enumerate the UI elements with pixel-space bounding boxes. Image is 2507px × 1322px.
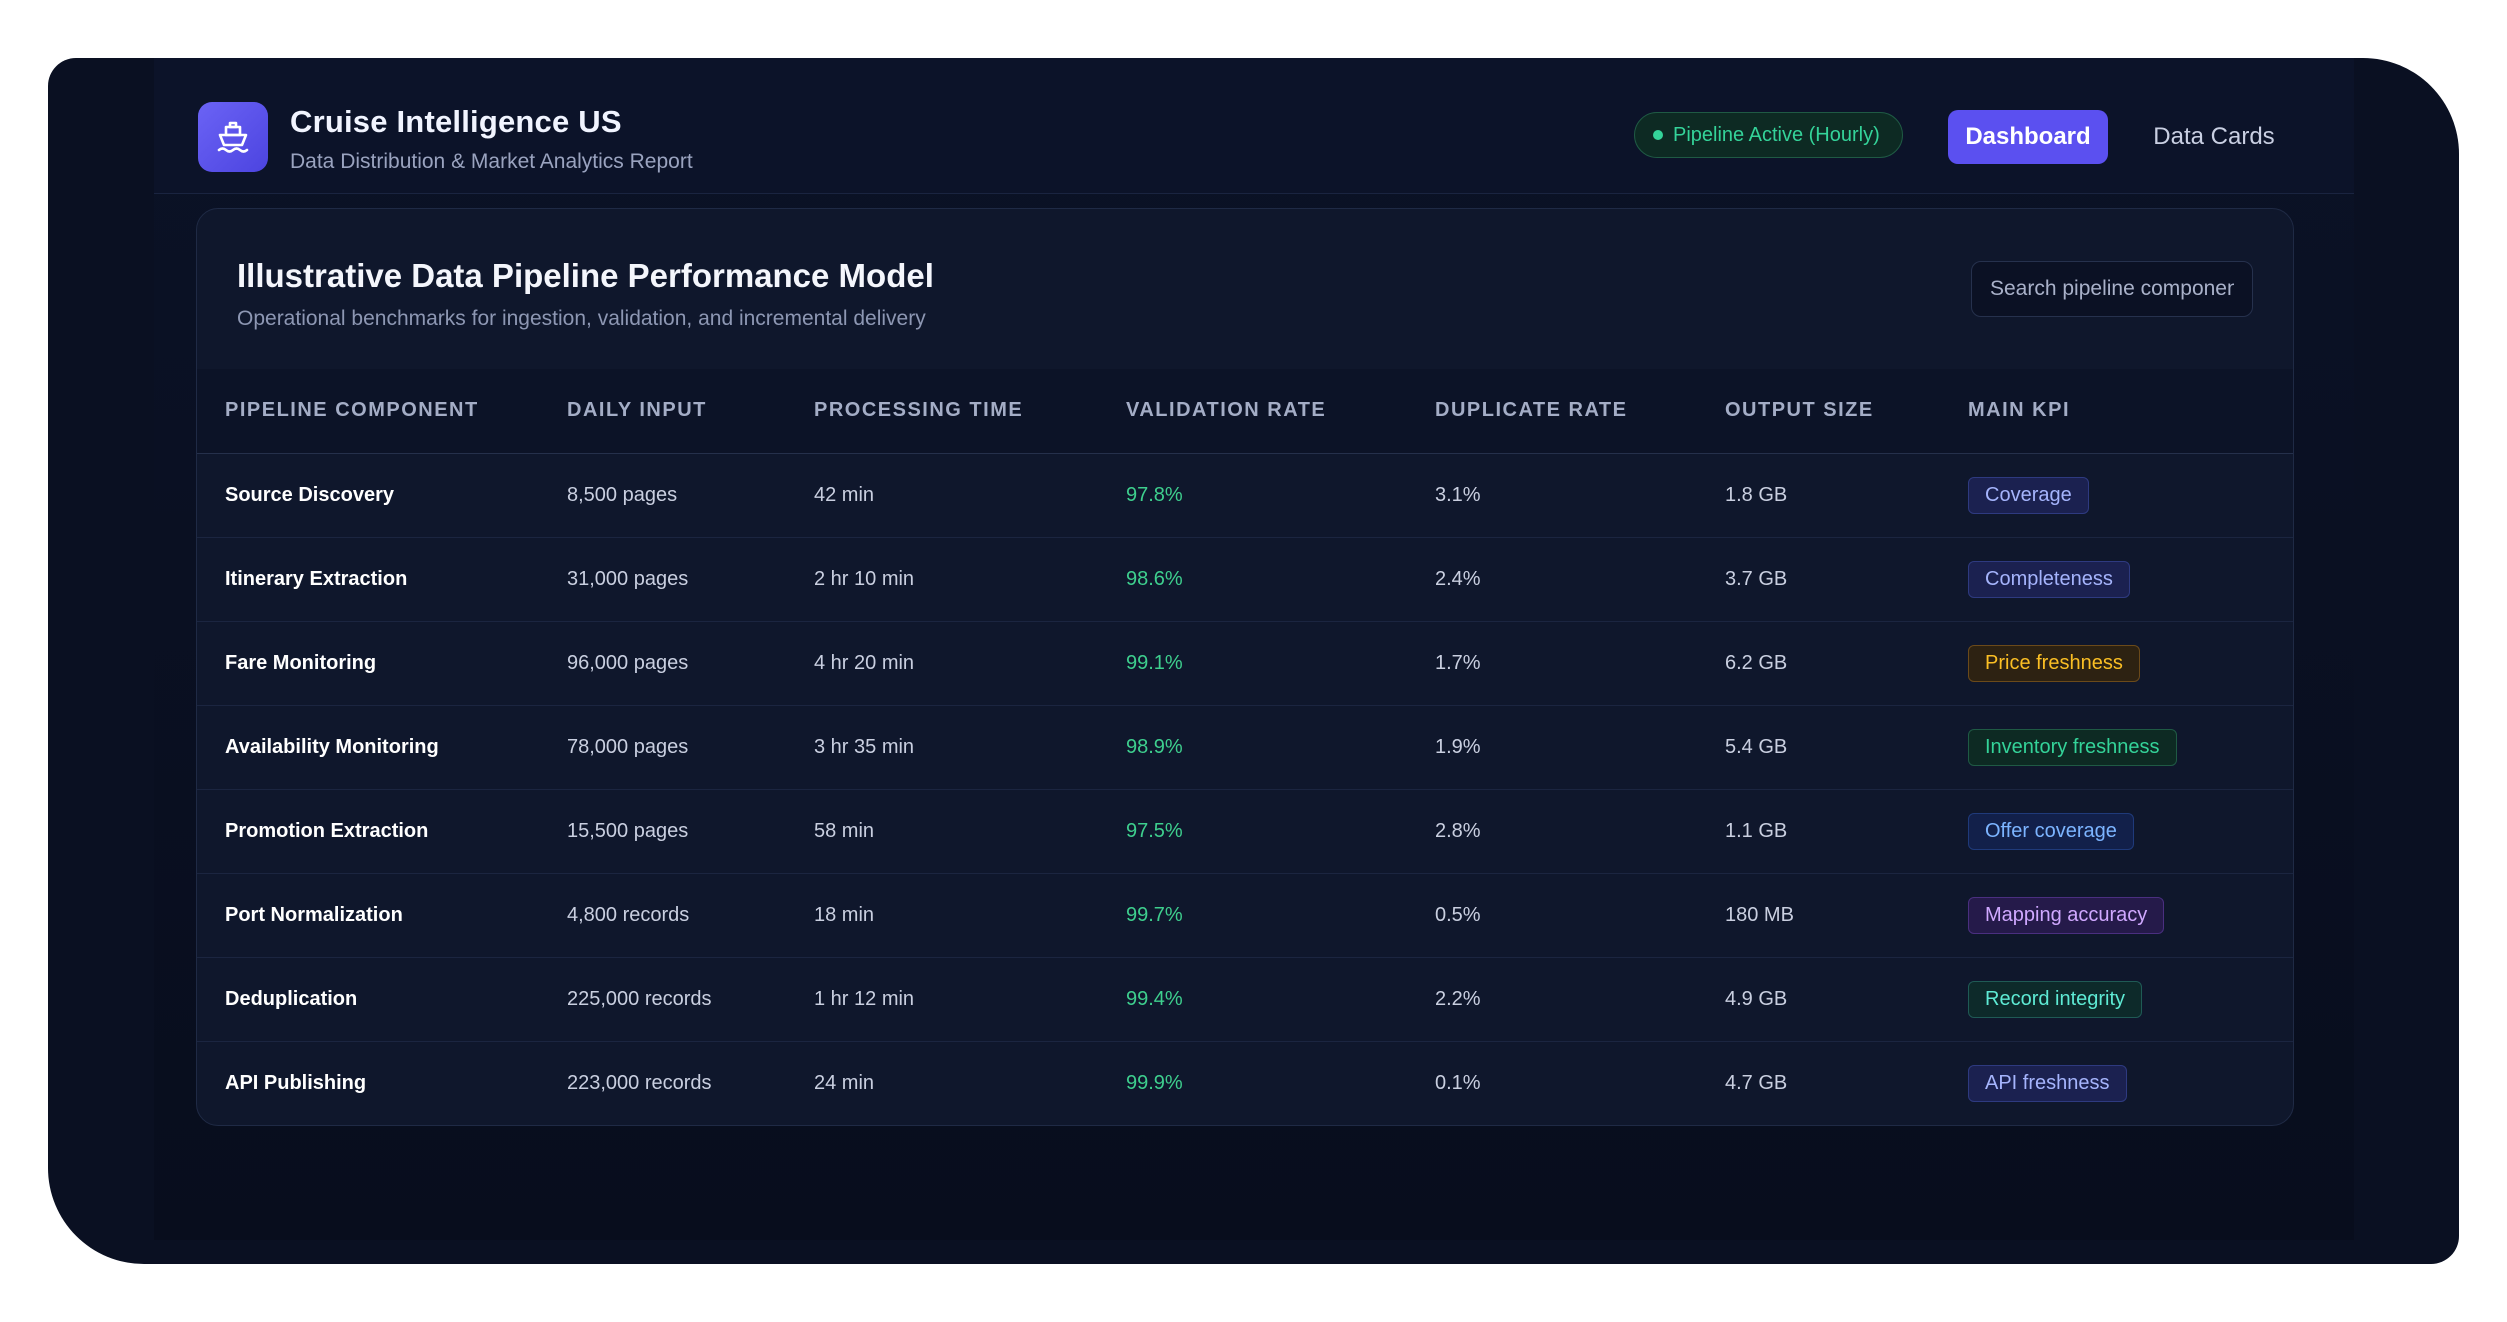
daily-input-cell: 96,000 pages bbox=[567, 651, 689, 674]
duplicate-rate-cell: 0.1% bbox=[1435, 1071, 1481, 1094]
output-size-cell: 5.4 GB bbox=[1725, 735, 1788, 758]
output-size-cell: 6.2 GB bbox=[1725, 651, 1788, 674]
card-title: Illustrative Data Pipeline Performance M… bbox=[237, 257, 934, 294]
daily-input-cell: 8,500 pages bbox=[567, 483, 678, 506]
table-header-row: PIPELINE COMPONENT DAILY INPUT PROCESSIN… bbox=[197, 369, 2293, 454]
validation-rate-cell: 98.9% bbox=[1126, 735, 1183, 758]
daily-input-cell: 223,000 records bbox=[567, 1071, 712, 1094]
column-header[interactable]: MAIN KPI bbox=[1968, 369, 2293, 454]
column-header[interactable]: DAILY INPUT bbox=[567, 369, 814, 454]
kpi-badge: Record integrity bbox=[1968, 980, 2143, 1018]
processing-time-cell: 2 hr 10 min bbox=[814, 567, 915, 590]
main-kpi-cell: Completeness bbox=[1968, 537, 2293, 621]
main-kpi-cell: Mapping accuracy bbox=[1968, 873, 2293, 957]
app-window: Cruise Intelligence US Data Distribution… bbox=[48, 58, 2459, 1264]
pipeline-status-badge: Pipeline Active (Hourly) bbox=[1634, 112, 1903, 158]
validation-rate-cell: 99.9% bbox=[1126, 1071, 1183, 1094]
component-cell: Deduplication bbox=[225, 987, 358, 1010]
component-cell: Port Normalization bbox=[225, 903, 403, 926]
kpi-badge: Mapping accuracy bbox=[1968, 896, 2165, 934]
output-size-cell: 180 MB bbox=[1725, 903, 1794, 926]
column-header[interactable]: PIPELINE COMPONENT bbox=[197, 369, 567, 454]
table-row[interactable]: Fare Monitoring 96,000 pages 4 hr 20 min… bbox=[197, 621, 2293, 705]
table-row[interactable]: Deduplication 225,000 records 1 hr 12 mi… bbox=[197, 957, 2293, 1041]
main-kpi-cell: Record integrity bbox=[1968, 957, 2293, 1041]
processing-time-cell: 42 min bbox=[814, 483, 875, 506]
app-title: Cruise Intelligence US bbox=[290, 104, 622, 139]
processing-time-cell: 58 min bbox=[814, 819, 875, 842]
duplicate-rate-cell: 1.7% bbox=[1435, 651, 1481, 674]
processing-time-cell: 24 min bbox=[814, 1071, 875, 1094]
validation-rate-cell: 97.8% bbox=[1126, 483, 1183, 506]
kpi-badge: Price freshness bbox=[1968, 644, 2140, 682]
app-subtitle: Data Distribution & Market Analytics Rep… bbox=[290, 150, 693, 173]
pipeline-status-label: Pipeline Active (Hourly) bbox=[1673, 124, 1880, 146]
processing-time-cell: 4 hr 20 min bbox=[814, 651, 915, 674]
top-header: Cruise Intelligence US Data Distribution… bbox=[154, 58, 2354, 194]
processing-time-cell: 18 min bbox=[814, 903, 875, 926]
column-header[interactable]: VALIDATION RATE bbox=[1126, 369, 1435, 454]
duplicate-rate-cell: 1.9% bbox=[1435, 735, 1481, 758]
duplicate-rate-cell: 3.1% bbox=[1435, 483, 1481, 506]
output-size-cell: 1.1 GB bbox=[1725, 819, 1788, 842]
main-kpi-cell: Coverage bbox=[1968, 453, 2293, 537]
component-cell: Fare Monitoring bbox=[225, 651, 377, 674]
table-row[interactable]: Source Discovery 8,500 pages 42 min 97.8… bbox=[197, 453, 2293, 537]
status-dot-icon bbox=[1653, 130, 1663, 140]
processing-time-cell: 1 hr 12 min bbox=[814, 987, 915, 1010]
column-header[interactable]: PROCESSING TIME bbox=[814, 369, 1126, 454]
duplicate-rate-cell: 2.4% bbox=[1435, 567, 1481, 590]
column-header[interactable]: OUTPUT SIZE bbox=[1725, 369, 1968, 454]
validation-rate-cell: 97.5% bbox=[1126, 819, 1183, 842]
daily-input-cell: 78,000 pages bbox=[567, 735, 689, 758]
validation-rate-cell: 99.1% bbox=[1126, 651, 1183, 674]
output-size-cell: 1.8 GB bbox=[1725, 483, 1788, 506]
table-row[interactable]: Availability Monitoring 78,000 pages 3 h… bbox=[197, 705, 2293, 789]
kpi-badge: Inventory freshness bbox=[1968, 728, 2177, 766]
main-kpi-cell: Price freshness bbox=[1968, 621, 2293, 705]
nav-data-cards-button[interactable]: Data Cards bbox=[2134, 110, 2294, 164]
processing-time-cell: 3 hr 35 min bbox=[814, 735, 915, 758]
table-row[interactable]: Promotion Extraction 15,500 pages 58 min… bbox=[197, 789, 2293, 873]
pipeline-table: PIPELINE COMPONENT DAILY INPUT PROCESSIN… bbox=[197, 369, 2293, 1125]
validation-rate-cell: 98.6% bbox=[1126, 567, 1183, 590]
duplicate-rate-cell: 2.8% bbox=[1435, 819, 1481, 842]
main-kpi-cell: Inventory freshness bbox=[1968, 705, 2293, 789]
daily-input-cell: 225,000 records bbox=[567, 987, 712, 1010]
kpi-badge: Completeness bbox=[1968, 560, 2130, 598]
ship-icon bbox=[198, 102, 268, 172]
component-cell: API Publishing bbox=[225, 1071, 367, 1094]
kpi-badge: API freshness bbox=[1968, 1064, 2127, 1102]
daily-input-cell: 31,000 pages bbox=[567, 567, 689, 590]
table-row[interactable]: Itinerary Extraction 31,000 pages 2 hr 1… bbox=[197, 537, 2293, 621]
validation-rate-cell: 99.4% bbox=[1126, 987, 1183, 1010]
duplicate-rate-cell: 0.5% bbox=[1435, 903, 1481, 926]
validation-rate-cell: 99.7% bbox=[1126, 903, 1183, 926]
main-kpi-cell: API freshness bbox=[1968, 1041, 2293, 1125]
table-row[interactable]: Port Normalization 4,800 records 18 min … bbox=[197, 873, 2293, 957]
component-cell: Promotion Extraction bbox=[225, 819, 429, 842]
output-size-cell: 4.9 GB bbox=[1725, 987, 1788, 1010]
daily-input-cell: 4,800 records bbox=[567, 903, 690, 926]
output-size-cell: 4.7 GB bbox=[1725, 1071, 1788, 1094]
search-input[interactable] bbox=[1971, 261, 2253, 317]
duplicate-rate-cell: 2.2% bbox=[1435, 987, 1481, 1010]
main-kpi-cell: Offer coverage bbox=[1968, 789, 2293, 873]
column-header[interactable]: DUPLICATE RATE bbox=[1435, 369, 1725, 454]
kpi-badge: Coverage bbox=[1968, 476, 2089, 514]
component-cell: Source Discovery bbox=[225, 483, 394, 506]
nav-dashboard-button[interactable]: Dashboard bbox=[1948, 110, 2108, 164]
component-cell: Availability Monitoring bbox=[225, 735, 439, 758]
card-subtitle: Operational benchmarks for ingestion, va… bbox=[237, 307, 926, 330]
component-cell: Itinerary Extraction bbox=[225, 567, 408, 590]
table-row[interactable]: API Publishing 223,000 records 24 min 99… bbox=[197, 1041, 2293, 1125]
output-size-cell: 3.7 GB bbox=[1725, 567, 1788, 590]
kpi-badge: Offer coverage bbox=[1968, 812, 2134, 850]
daily-input-cell: 15,500 pages bbox=[567, 819, 689, 842]
pipeline-performance-card: Illustrative Data Pipeline Performance M… bbox=[196, 208, 2294, 1126]
